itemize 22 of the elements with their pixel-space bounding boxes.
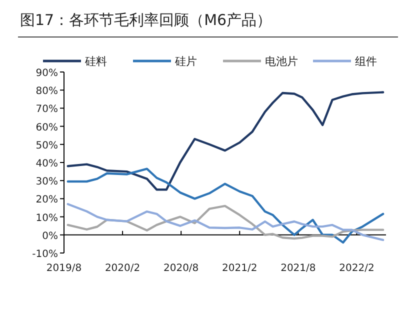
y-tick-label: 70% — [36, 104, 58, 116]
x-tick-label: 2020/8 — [163, 263, 199, 274]
y-tick-label: -10% — [32, 249, 58, 260]
y-tick-label: 30% — [36, 176, 58, 188]
y-tick-label: 20% — [36, 194, 58, 206]
legend-label: 电池片 — [265, 55, 298, 68]
y-tick-label: 80% — [36, 86, 58, 98]
y-tick-label: 60% — [36, 122, 58, 134]
legend-label: 硅片 — [174, 55, 197, 68]
y-tick-label: 90% — [36, 68, 58, 79]
legend-label: 组件 — [355, 55, 377, 68]
y-tick-label: 50% — [36, 140, 58, 152]
y-tick-label: 0% — [42, 230, 58, 242]
chart-title: 图17：各环节毛利率回顾（M6产品） — [20, 11, 272, 29]
x-tick-label: 2022/2 — [339, 263, 374, 274]
y-tick-label: 40% — [36, 158, 58, 170]
x-tick-label: 2021/2 — [222, 263, 258, 274]
x-tick-label: 2020/2 — [104, 263, 140, 274]
y-tick-label: 10% — [36, 212, 58, 224]
x-tick-label: 2021/8 — [280, 263, 316, 274]
x-tick-label: 2019/8 — [46, 263, 82, 274]
legend-label: 硅料 — [84, 55, 107, 68]
